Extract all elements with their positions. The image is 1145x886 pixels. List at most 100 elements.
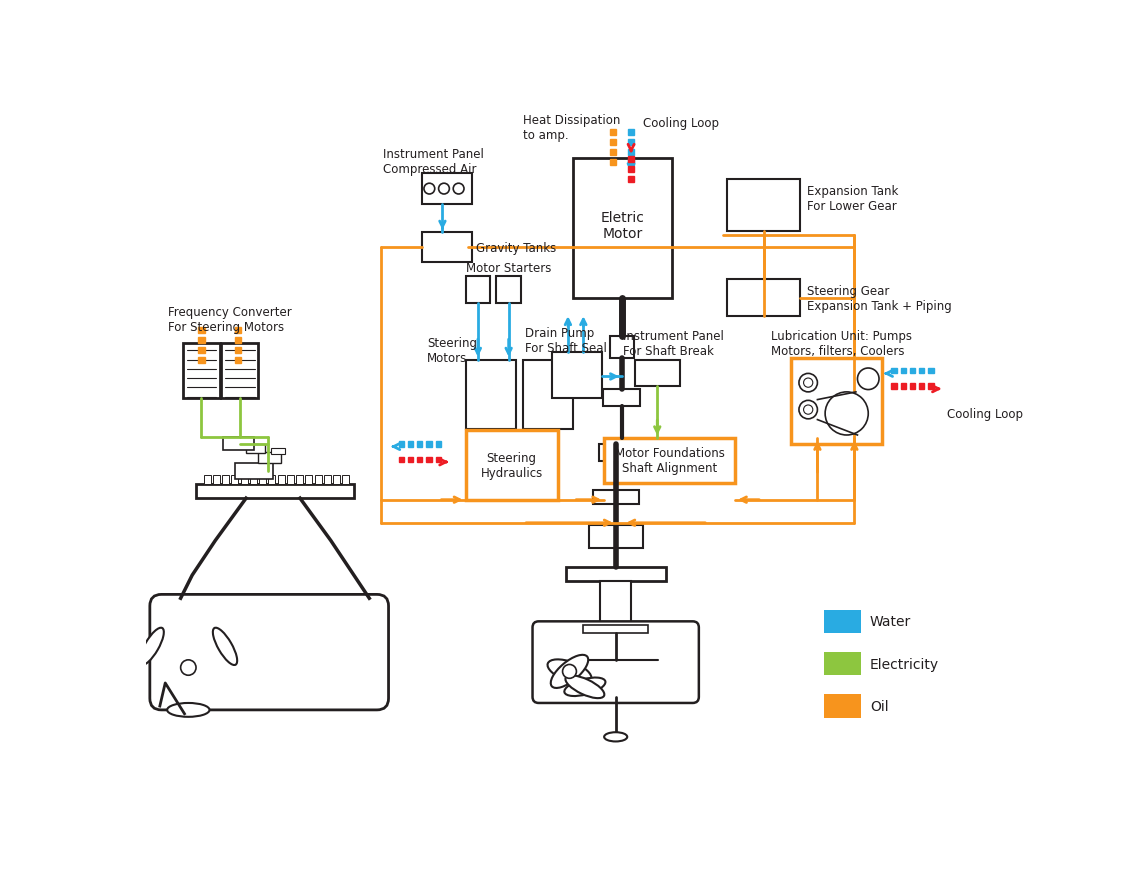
Text: Cooling Loop: Cooling Loop	[947, 408, 1022, 421]
Circle shape	[424, 184, 435, 195]
Bar	[287, 476, 294, 485]
Bar	[235, 464, 273, 479]
Bar	[727, 179, 800, 231]
Bar	[891, 384, 897, 389]
Bar	[929, 369, 933, 374]
Text: Frequency Converter
For Steering Motors: Frequency Converter For Steering Motors	[167, 307, 291, 334]
Ellipse shape	[551, 655, 589, 688]
Bar	[315, 476, 322, 485]
Bar	[198, 358, 205, 364]
Bar	[466, 360, 515, 430]
Circle shape	[439, 184, 449, 195]
Bar	[240, 476, 247, 485]
Text: Lubrication Unit: Pumps
Motors, filters, Coolers: Lubrication Unit: Pumps Motors, filters,…	[772, 330, 913, 357]
Bar	[398, 457, 404, 462]
Bar	[408, 457, 413, 462]
Ellipse shape	[547, 660, 592, 684]
Bar	[236, 338, 242, 344]
Bar	[919, 369, 924, 374]
Bar	[421, 174, 472, 205]
Bar	[236, 328, 242, 334]
Bar	[599, 445, 633, 462]
Bar	[417, 441, 423, 447]
Bar	[496, 277, 521, 304]
Bar	[417, 457, 423, 462]
Text: Expansion Tank
For Lower Gear: Expansion Tank For Lower Gear	[806, 184, 898, 213]
Bar	[198, 328, 205, 334]
Bar	[198, 348, 205, 354]
Bar	[627, 150, 634, 156]
Text: Heat Dissipation
to amp.: Heat Dissipation to amp.	[523, 114, 621, 142]
Bar	[435, 441, 441, 447]
Circle shape	[799, 374, 818, 392]
Circle shape	[858, 369, 879, 390]
Bar	[435, 457, 441, 462]
Bar	[408, 441, 413, 447]
Bar	[635, 360, 680, 387]
Bar	[929, 384, 933, 389]
Bar	[603, 389, 640, 407]
Bar	[600, 581, 631, 628]
Bar	[727, 279, 800, 316]
Bar	[231, 476, 238, 485]
Bar	[236, 358, 242, 364]
Text: Electricity: Electricity	[870, 657, 939, 671]
Text: Steering
Hydraulics: Steering Hydraulics	[481, 452, 543, 479]
Ellipse shape	[213, 628, 237, 665]
Bar	[398, 441, 404, 447]
Bar	[246, 445, 266, 454]
Bar	[523, 360, 574, 430]
Circle shape	[562, 664, 576, 679]
Text: Water: Water	[870, 615, 911, 629]
Bar	[426, 457, 432, 462]
Text: Motor Foundations
Shaft Alignment: Motor Foundations Shaft Alignment	[615, 447, 725, 475]
Circle shape	[804, 378, 813, 388]
Bar	[609, 129, 616, 136]
Bar	[910, 384, 915, 389]
Ellipse shape	[566, 676, 605, 698]
Bar	[258, 453, 281, 464]
Bar	[259, 476, 266, 485]
FancyBboxPatch shape	[532, 622, 698, 703]
Text: Gravity Tanks: Gravity Tanks	[475, 241, 555, 254]
Bar	[306, 476, 313, 485]
Bar	[791, 359, 882, 445]
Bar	[466, 431, 558, 500]
Bar	[823, 610, 861, 633]
Bar	[566, 568, 665, 581]
Ellipse shape	[564, 678, 606, 696]
Bar	[627, 159, 634, 166]
Bar	[910, 369, 915, 374]
Circle shape	[799, 400, 818, 419]
Circle shape	[804, 406, 813, 415]
Bar	[589, 525, 642, 548]
Text: Eletric
Motor: Eletric Motor	[601, 211, 645, 241]
Bar	[609, 150, 616, 156]
Bar	[324, 476, 331, 485]
Bar	[277, 476, 285, 485]
Bar	[583, 626, 648, 633]
FancyBboxPatch shape	[150, 595, 388, 710]
Bar	[593, 491, 639, 505]
Bar	[236, 348, 242, 354]
Bar	[574, 159, 672, 299]
Text: Motor Starters: Motor Starters	[466, 261, 551, 275]
Bar	[627, 177, 634, 183]
Bar	[627, 157, 634, 163]
Bar	[333, 476, 340, 485]
Bar	[901, 369, 906, 374]
Bar	[627, 139, 634, 145]
Text: Instrument Panel
For Shaft Break: Instrument Panel For Shaft Break	[623, 330, 725, 357]
Bar	[222, 476, 229, 485]
Bar	[891, 369, 897, 374]
Bar	[605, 439, 735, 483]
Ellipse shape	[605, 733, 627, 742]
Bar	[213, 476, 220, 485]
Bar	[204, 476, 211, 485]
Bar	[250, 476, 256, 485]
Bar	[627, 129, 634, 136]
Bar	[426, 441, 432, 447]
Text: Cooling Loop: Cooling Loop	[642, 117, 719, 129]
Circle shape	[181, 660, 196, 675]
Circle shape	[453, 184, 464, 195]
